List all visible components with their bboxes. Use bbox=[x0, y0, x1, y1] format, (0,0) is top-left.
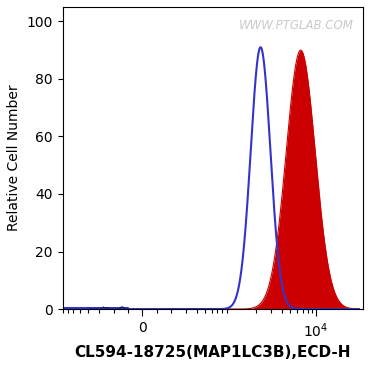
Text: WWW.PTGLAB.COM: WWW.PTGLAB.COM bbox=[239, 19, 354, 32]
Y-axis label: Relative Cell Number: Relative Cell Number bbox=[7, 85, 21, 231]
X-axis label: CL594-18725(MAP1LC3B),ECD-H: CL594-18725(MAP1LC3B),ECD-H bbox=[75, 345, 351, 360]
